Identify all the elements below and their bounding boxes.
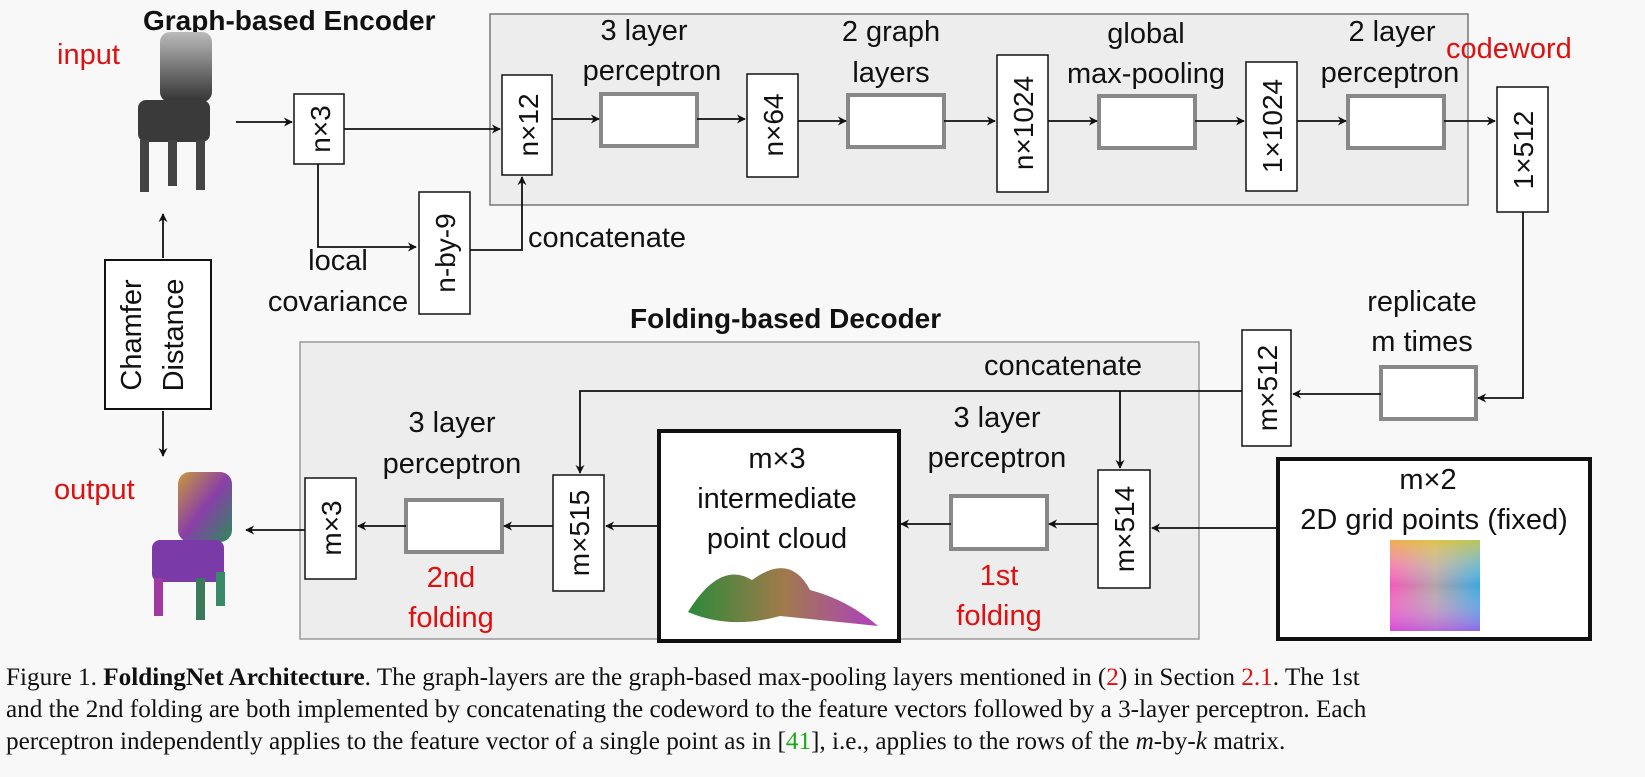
codeword-dim-text: 1×512 — [1508, 111, 1539, 190]
intermediate-label-1: m×3 — [748, 443, 805, 475]
chamfer-label-2: Distance — [158, 279, 190, 392]
encoder-title: Graph-based Encoder — [143, 5, 436, 36]
output-dim-text: m×3 — [316, 500, 347, 555]
output-chair-pointcloud — [152, 472, 232, 620]
encoder-block-label-4b: perceptron — [1321, 57, 1460, 89]
dim-box-1x1024 — [1245, 61, 1298, 192]
encoder-block-perceptron2 — [1346, 94, 1446, 150]
folding2-block — [404, 498, 504, 554]
encoder-block-label-1b: perceptron — [583, 55, 722, 87]
caption-ref-section[interactable]: 2.1 — [1241, 664, 1273, 691]
folding1-block — [949, 494, 1049, 551]
intermediate-cloud-image — [688, 568, 878, 626]
caption-text-3c: -by- — [1153, 728, 1196, 755]
input-label: input — [57, 39, 120, 71]
caption-fig-label: Figure 1. — [6, 664, 97, 691]
encoder-concatenate-label: concatenate — [528, 222, 686, 254]
output-label: output — [54, 474, 135, 506]
replicate-block — [1379, 365, 1478, 421]
dim-text-n1024: n×1024 — [1008, 76, 1039, 170]
figure-caption: Figure 1. FoldingNet Architecture. The g… — [6, 662, 1638, 758]
intermediate-label-2: intermediate — [697, 483, 857, 515]
perceptron2-label-2: perceptron — [383, 448, 522, 480]
dim-text-n12: n×12 — [513, 93, 544, 156]
replicated-dim-box — [1241, 329, 1292, 447]
concat2-dim-box — [552, 474, 605, 592]
dim-box-n1024 — [996, 54, 1049, 193]
grid-points-image — [1390, 540, 1480, 631]
caption-text-1b: ) in Section — [1118, 664, 1242, 691]
encoder-block-label-1a: 3 layer — [600, 15, 687, 47]
encoder-block-label-2a: 2 graph — [842, 16, 940, 48]
caption-title: FoldingNet Architecture — [103, 664, 365, 691]
local-covariance-label-2: covariance — [268, 286, 408, 318]
caption-ref-cite[interactable]: 41 — [785, 728, 812, 755]
encoder-block-graph-layers — [846, 93, 946, 149]
codeword-dim-box — [1496, 86, 1549, 213]
encoder-block-label-4a: 2 layer — [1348, 16, 1435, 48]
caption-math-k: k — [1195, 728, 1207, 755]
encoder-block-label-2b: layers — [852, 57, 929, 89]
folding2-label-2: folding — [408, 602, 493, 634]
caption-text-3d: matrix. — [1206, 728, 1286, 755]
perceptron2-label-1: 3 layer — [408, 407, 495, 439]
local-cov-box — [418, 191, 471, 315]
replicate-label-1: replicate — [1367, 286, 1477, 318]
grid-label-1: m×2 — [1399, 464, 1456, 496]
folding1-label-2: folding — [956, 600, 1041, 632]
local-covariance-label-1: local — [308, 245, 368, 277]
input-chair-pointcloud — [138, 32, 212, 192]
encoder-block-maxpool — [1097, 94, 1197, 150]
caption-text-1c: . The 1st — [1272, 664, 1360, 691]
caption-line-2: and the 2nd folding are both implemented… — [6, 696, 1367, 723]
input-dim-text: n×3 — [305, 105, 336, 153]
caption-math-m: m — [1135, 728, 1154, 755]
local-cov-dim-text: n-by-9 — [430, 213, 461, 292]
intermediate-label-3: point cloud — [707, 523, 847, 555]
dim-box-n64 — [746, 73, 799, 178]
encoder-arrows — [236, 114, 1496, 252]
dim-box-n12 — [501, 74, 553, 176]
caption-text-3b: ], i.e., applies to the rows of the — [811, 728, 1136, 755]
chamfer-label-1: Chamfer — [116, 279, 148, 391]
perceptron1-label-2: perceptron — [928, 442, 1067, 474]
replicated-dim-text: m×512 — [1252, 345, 1283, 431]
replicate-label-2: m times — [1371, 326, 1473, 358]
caption-line-3: perceptron independently applies to the … — [6, 726, 1638, 758]
concat1-dim-text: m×514 — [1109, 486, 1140, 572]
perceptron1-label-1: 3 layer — [953, 402, 1040, 434]
caption-ref-eq[interactable]: 2 — [1106, 664, 1119, 691]
dim-text-1x1024: 1×1024 — [1257, 79, 1288, 173]
decoder-title: Folding-based Decoder — [630, 303, 941, 334]
caption-text-3a: perceptron independently applies to the … — [6, 728, 786, 755]
folding2-label-1: 2nd — [427, 562, 475, 594]
grid-label-2: 2D grid points (fixed) — [1300, 504, 1568, 536]
encoder-block-label-3a: global — [1107, 18, 1184, 50]
dim-text-n64: n×64 — [758, 93, 789, 156]
caption-line-1: Figure 1. FoldingNet Architecture. The g… — [6, 662, 1638, 694]
concat1-dim-box — [1097, 469, 1151, 589]
foldingnet-diagram: Graph-based Encoder input n×3 n-by-9 loc… — [54, 5, 1592, 643]
output-dim-box — [304, 477, 357, 580]
encoder-block-label-3b: max-pooling — [1067, 58, 1225, 90]
folding1-label-1: 1st — [980, 560, 1019, 592]
caption-text-1a: . The graph-layers are the graph-based m… — [364, 664, 1107, 691]
codeword-label: codeword — [1446, 33, 1572, 65]
decoder-arrows — [245, 212, 1524, 535]
input-dim-box — [293, 93, 345, 165]
decoder-concatenate-label: concatenate — [984, 350, 1142, 382]
concat2-dim-text: m×515 — [564, 490, 595, 576]
chamfer-distance-box — [104, 259, 212, 410]
encoder-block-perceptron3 — [599, 92, 699, 148]
